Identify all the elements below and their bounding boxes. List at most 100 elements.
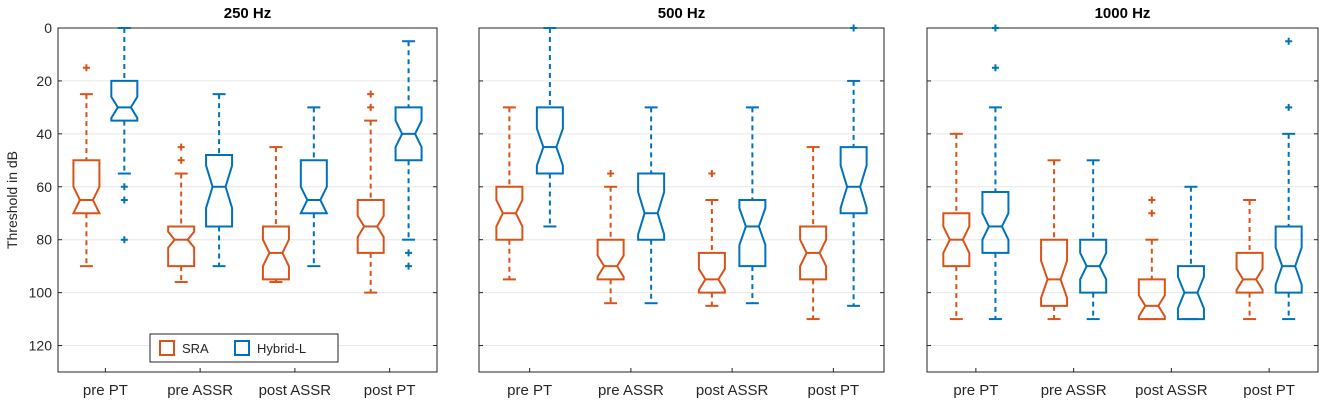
x-tick-label: pre ASSR (598, 382, 664, 399)
box-body (205, 154, 234, 228)
box-hybrid-l-pre-pt (981, 24, 1010, 321)
legend-label: Hybrid-L (257, 341, 306, 356)
outlier-point (120, 183, 128, 191)
y-tick-label: 60 (36, 179, 52, 195)
box-body (839, 146, 868, 215)
box-hybrid-l-post-assr (1176, 185, 1205, 321)
y-tick-label: 40 (36, 126, 52, 142)
box-body (261, 225, 290, 281)
outlier-point (1285, 103, 1293, 111)
outlier-point (1285, 37, 1293, 45)
outlier-point (991, 24, 999, 32)
legend-box (149, 333, 339, 363)
outlier-point (405, 262, 413, 270)
box-body (299, 159, 329, 215)
box-sra-pre-assr (167, 143, 196, 284)
outlier-point (1148, 209, 1156, 217)
x-tick-label: pre PT (953, 382, 998, 399)
outlier-point (367, 90, 375, 98)
panel-title: 500 Hz (658, 5, 706, 22)
outlier-point (367, 103, 375, 111)
axes-frame (926, 27, 1319, 373)
x-tick-label: post PT (1243, 382, 1295, 399)
box-hybrid-l-pre-assr (637, 106, 666, 305)
y-axis-label: Threshold in dB (4, 151, 20, 249)
y-tick-label: 0 (44, 20, 52, 36)
box-sra-pre-assr (1040, 159, 1069, 321)
box-body (1079, 238, 1108, 294)
axes-frame (57, 27, 438, 373)
box-body (1274, 225, 1303, 294)
box-body (637, 172, 666, 241)
x-tick-label: post PT (364, 382, 416, 399)
box-body (1040, 238, 1069, 307)
box-hybrid-l-post-pt (394, 40, 423, 270)
x-tick-label: pre PT (507, 382, 552, 399)
box-hybrid-l-post-pt (1274, 37, 1303, 321)
box-sra-post-pt (1235, 199, 1264, 321)
box-hybrid-l-pre-assr (1079, 159, 1108, 321)
box-body (596, 238, 625, 281)
box-body (981, 191, 1010, 254)
box-sra-post-assr (1137, 196, 1166, 321)
axes-frame (478, 27, 885, 373)
box-sra-post-pt (799, 146, 828, 321)
box-sra-pre-pt (71, 64, 102, 268)
outlier-point (405, 249, 413, 257)
panel-500-hz: 500 Hz pre PT pre ASSR post ASSR post PT (478, 5, 885, 399)
y-tick-label: 80 (36, 232, 52, 248)
x-tick-label: post ASSR (259, 382, 332, 399)
box-sra-post-assr (261, 146, 290, 284)
outlier-point (607, 170, 615, 178)
box-sra-post-pt (356, 90, 385, 294)
panel-title: 250 Hz (224, 5, 272, 22)
x-tick-label: pre ASSR (167, 382, 233, 399)
box-body (394, 106, 423, 162)
box-body (942, 212, 971, 268)
box-hybrid-l-pre-pt (110, 27, 139, 244)
panel-1000-hz: 1000 Hz pre PT pre ASSR post ASSR post PT (926, 5, 1319, 399)
legend-label: SRA (182, 341, 209, 356)
outlier-point (1148, 196, 1156, 204)
outlier-point (708, 170, 716, 178)
x-tick-label: post PT (808, 382, 860, 399)
box-body (697, 251, 726, 294)
x-tick-label: pre ASSR (1041, 382, 1107, 399)
box-body (1137, 278, 1166, 321)
box-body (356, 199, 385, 254)
box-body (535, 106, 564, 175)
box-sra-pre-pt (495, 106, 524, 281)
box-sra-pre-assr (596, 170, 625, 305)
box-body (738, 199, 767, 268)
box-hybrid-l-post-assr (299, 106, 329, 268)
box-hybrid-l-pre-assr (205, 93, 234, 268)
box-body (799, 225, 828, 281)
box-sra-pre-pt (942, 132, 971, 321)
box-body (110, 79, 139, 122)
y-tick-label: 120 (29, 338, 53, 354)
outlier-point (120, 196, 128, 204)
box-hybrid-l-post-assr (738, 106, 767, 305)
box-body (1176, 265, 1205, 321)
box-hybrid-l-post-pt (839, 24, 868, 307)
outlier-point (120, 236, 128, 244)
box-body (1235, 251, 1264, 294)
panel-250-hz: 0 20 40 60 80 100 120 250 Hz pre PT pre ASSR post … (29, 5, 438, 399)
y-tick-label: 20 (36, 73, 52, 89)
legend: SRA Hybrid-L (149, 333, 339, 363)
x-tick-label: post ASSR (1135, 382, 1208, 399)
box-sra-post-assr (697, 170, 726, 307)
box-body (167, 225, 196, 268)
outlier-point (991, 64, 999, 72)
outlier-point (850, 24, 858, 32)
legend-swatch (234, 340, 250, 356)
legend-swatch (159, 340, 175, 356)
outlier-point (177, 156, 185, 164)
x-tick-label: pre PT (83, 382, 128, 399)
box-hybrid-l-pre-pt (535, 27, 564, 228)
y-tick-label: 100 (29, 285, 53, 301)
panel-title: 1000 Hz (1095, 5, 1151, 22)
outlier-point (82, 64, 90, 72)
